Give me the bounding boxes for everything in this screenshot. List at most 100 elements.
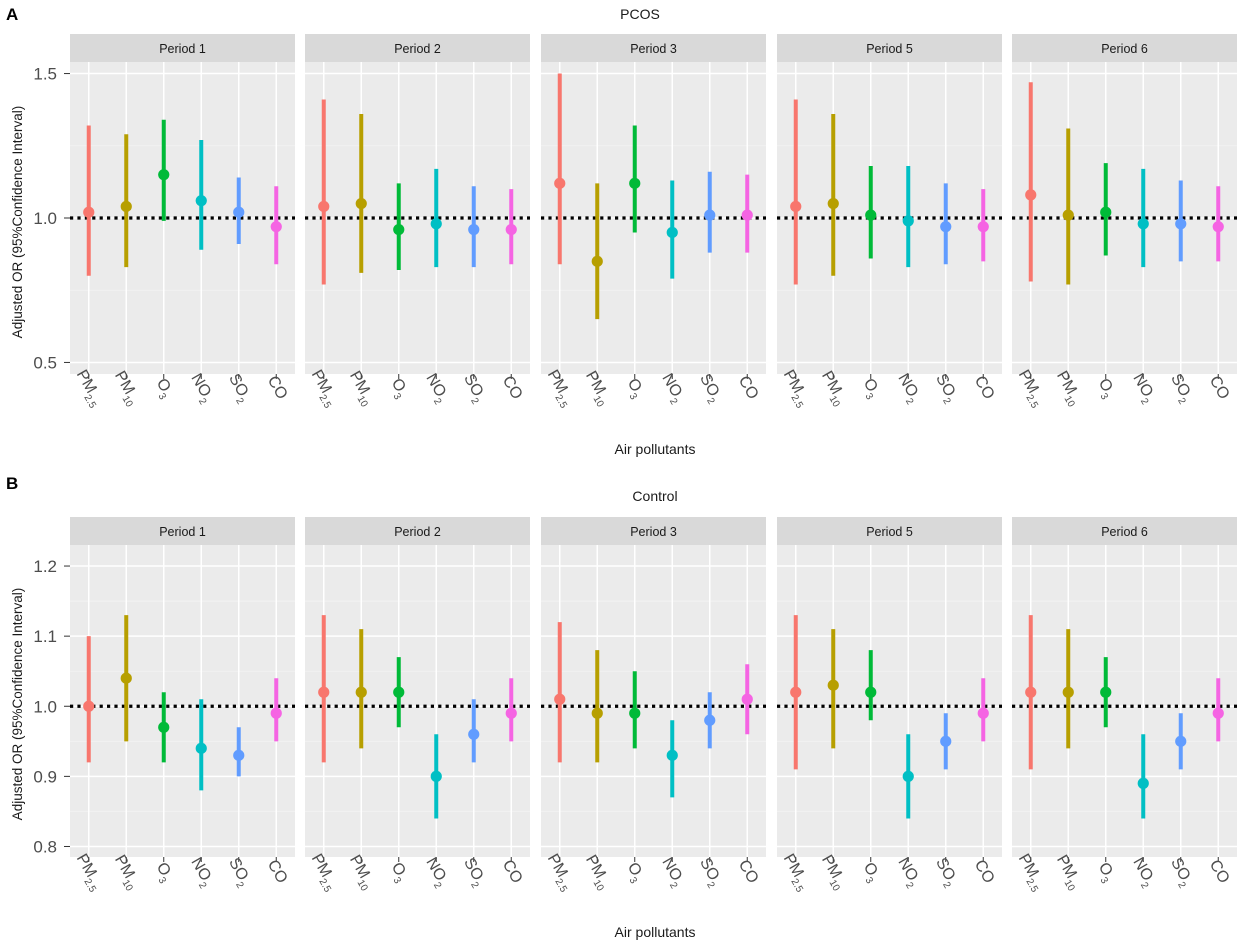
x-tick-label: PM2.5 — [304, 851, 341, 895]
point-estimate — [393, 223, 405, 236]
x-tick-label: NO2 — [891, 855, 924, 891]
x-tick-label: SO2 — [693, 371, 726, 407]
panel-background — [777, 545, 1002, 857]
point-estimate — [83, 700, 95, 712]
point-estimate — [591, 255, 603, 267]
point-estimate — [827, 197, 839, 210]
facet-strip-label: Period 2 — [394, 42, 441, 56]
facet-strip-label: Period 5 — [866, 525, 913, 539]
facet-strip-label: Period 1 — [159, 525, 206, 539]
chart-b-title: Control — [632, 488, 677, 504]
panel-background — [70, 545, 295, 857]
chart-b: B Control Adjusted OR (95%Confidence Int… — [6, 474, 1237, 940]
chart-a: A PCOS Adjusted OR (95%Confidence Interv… — [6, 5, 1237, 457]
point-estimate — [430, 218, 442, 230]
x-tick-label: CO — [499, 373, 526, 402]
point-estimate — [1062, 209, 1074, 221]
facet-strip — [305, 34, 530, 62]
point-estimate — [1025, 189, 1037, 201]
point-estimate — [83, 206, 95, 218]
y-tick-label: 1.2 — [33, 557, 57, 576]
point-estimate — [902, 770, 914, 782]
facet-strip — [305, 517, 530, 545]
point-estimate — [977, 707, 989, 719]
x-tick-label: SO2 — [1164, 855, 1197, 891]
point-estimate — [120, 672, 132, 684]
facet-strip-label: Period 3 — [630, 42, 677, 56]
point-estimate — [629, 707, 641, 719]
facet-strip-label: Period 3 — [630, 525, 677, 539]
point-estimate — [1100, 206, 1112, 218]
point-estimate — [790, 686, 802, 698]
panel-background — [1012, 545, 1237, 857]
chart-a-xlabel: Air pollutants — [615, 441, 696, 457]
x-tick-label: PM10 — [579, 368, 615, 409]
facet-strip-label: Period 1 — [159, 42, 206, 56]
point-estimate — [1212, 221, 1224, 233]
point-estimate — [629, 177, 641, 189]
x-tick-label: NO2 — [655, 855, 688, 891]
point-estimate — [430, 770, 442, 782]
facet-strip — [70, 34, 295, 62]
x-tick-label: O3 — [620, 376, 647, 402]
y-tick-label: 1.0 — [33, 209, 57, 228]
x-tick-label: PM10 — [343, 852, 379, 893]
panel-background — [305, 545, 530, 857]
point-estimate — [940, 221, 952, 233]
facet-strip-label: Period 6 — [1101, 525, 1148, 539]
point-estimate — [554, 177, 566, 189]
point-estimate — [318, 200, 330, 213]
x-tick-label: CO — [971, 857, 998, 886]
x-tick-label: PM2.5 — [776, 851, 813, 895]
facet-strip-label: Period 6 — [1101, 42, 1148, 56]
x-tick-label: O3 — [149, 860, 176, 886]
point-estimate — [393, 686, 405, 698]
x-tick-label: PM10 — [343, 368, 379, 409]
facet-strip — [777, 517, 1002, 545]
point-estimate — [704, 714, 716, 726]
x-tick-label: PM10 — [1050, 852, 1086, 893]
point-estimate — [704, 209, 716, 221]
x-tick-label: SO2 — [457, 855, 490, 891]
chart-b-xlabel: Air pollutants — [615, 924, 696, 940]
point-estimate — [591, 707, 603, 719]
x-tick-label: NO2 — [419, 371, 452, 407]
x-tick-label: O3 — [856, 376, 883, 402]
point-estimate — [270, 707, 282, 719]
point-estimate — [233, 749, 245, 761]
x-tick-label: PM10 — [815, 852, 851, 893]
point-estimate — [827, 679, 839, 691]
point-estimate — [355, 686, 367, 698]
x-tick-label: SO2 — [929, 371, 962, 407]
point-estimate — [468, 223, 480, 236]
x-tick-label: CO — [1206, 373, 1233, 402]
chart-b-ylabel: Adjusted OR (95%Confidence Interval) — [10, 588, 25, 821]
x-tick-label: CO — [264, 373, 291, 402]
point-estimate — [270, 221, 282, 233]
x-tick-label: O3 — [149, 376, 176, 402]
x-tick-label: O3 — [384, 376, 411, 402]
point-estimate — [1025, 686, 1037, 698]
x-tick-label: PM10 — [1050, 368, 1086, 409]
x-tick-label: CO — [735, 373, 762, 402]
x-tick-label: PM10 — [108, 852, 144, 893]
point-estimate — [1062, 686, 1074, 698]
x-tick-label: SO2 — [929, 855, 962, 891]
y-tick-label: 1.5 — [33, 65, 57, 84]
point-estimate — [902, 215, 914, 227]
x-tick-label: NO2 — [184, 371, 217, 407]
point-estimate — [1100, 686, 1112, 698]
point-estimate — [666, 749, 678, 761]
point-estimate — [790, 200, 802, 213]
x-tick-label: NO2 — [1126, 855, 1159, 891]
point-estimate — [741, 693, 753, 705]
point-estimate — [1137, 777, 1149, 789]
y-tick-label: 0.9 — [33, 767, 57, 786]
facet-strip — [777, 34, 1002, 62]
